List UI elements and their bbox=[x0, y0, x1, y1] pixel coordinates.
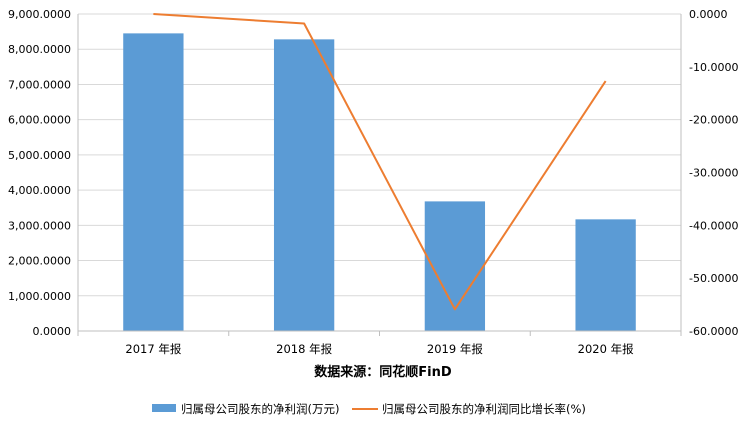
category-label: 2019 年报 bbox=[427, 342, 483, 356]
category-label: 2020 年报 bbox=[578, 342, 634, 356]
left-tick-label: 6,000.0000 bbox=[8, 114, 71, 127]
legend-line-label: 归属母公司股东的净利润同比增长率(%) bbox=[382, 402, 586, 416]
legend-bar-label: 归属母公司股东的净利润(万元) bbox=[181, 402, 339, 416]
left-tick-label: 1,000.0000 bbox=[8, 290, 71, 303]
right-axis-tick-labels: -60.0000 -50.0000 -40.0000 -30.0000 -20.0000… bbox=[689, 8, 738, 338]
bar bbox=[424, 201, 486, 331]
category-label: 2018 年报 bbox=[276, 342, 332, 356]
legend: 归属母公司股东的净利润(万元) 归属母公司股东的净利润同比增长率(%) bbox=[152, 402, 586, 416]
right-tick-label: -30.0000 bbox=[689, 167, 738, 180]
growth-line bbox=[153, 13, 607, 311]
left-tick-label: 9,000.0000 bbox=[8, 8, 71, 21]
right-tick-label: -60.0000 bbox=[689, 325, 738, 338]
left-tick-label: 5,000.0000 bbox=[8, 149, 71, 162]
x-axis-title: 数据来源：同花顺FinD bbox=[314, 364, 452, 380]
right-tick-label: -40.0000 bbox=[689, 219, 738, 232]
right-tick-label: -20.0000 bbox=[689, 114, 738, 127]
left-tick-label: 7,000.0000 bbox=[8, 78, 71, 91]
category-label: 2017 年报 bbox=[125, 342, 181, 356]
right-tick-label: -50.0000 bbox=[689, 272, 738, 285]
left-tick-label: 8,000.0000 bbox=[8, 43, 71, 56]
left-tick-label: 0.0000 bbox=[33, 325, 72, 338]
bar bbox=[123, 33, 184, 331]
left-tick-label: 2,000.0000 bbox=[8, 255, 71, 268]
legend-bar-swatch bbox=[152, 404, 176, 412]
category-labels: 2017 年报 2018 年报 2019 年报 2020 年报 bbox=[125, 342, 634, 356]
left-axis-tick-labels: 0.0000 1,000.0000 2,000.0000 3,000.0000 4,00… bbox=[8, 8, 71, 338]
left-tick-label: 4,000.0000 bbox=[8, 184, 71, 197]
bar bbox=[575, 219, 636, 331]
line-series bbox=[153, 13, 607, 311]
right-tick-label: 0.0000 bbox=[689, 8, 728, 21]
bar-series bbox=[123, 33, 636, 332]
bar bbox=[273, 39, 335, 332]
right-tick-label: -10.0000 bbox=[689, 61, 738, 74]
axes bbox=[77, 14, 682, 336]
left-tick-label: 3,000.0000 bbox=[8, 219, 71, 232]
